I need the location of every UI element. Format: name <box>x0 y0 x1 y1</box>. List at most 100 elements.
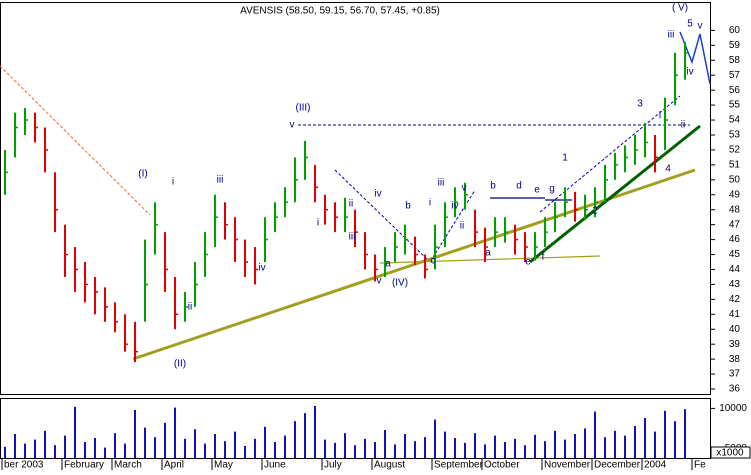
price-bar <box>434 224 438 270</box>
y-tick-label: 38 <box>729 354 741 365</box>
price-bar <box>114 302 118 333</box>
price-bar <box>404 224 408 255</box>
price-bar <box>174 276 178 330</box>
volume-bar <box>394 444 396 458</box>
price-bar <box>204 232 208 277</box>
volume-bar <box>434 419 436 458</box>
wave-label: v <box>698 21 703 32</box>
price-bar <box>594 187 598 218</box>
volume-bar <box>314 406 316 458</box>
price-bar <box>64 224 68 277</box>
volume-bar <box>584 428 586 458</box>
volume-bar <box>24 443 26 458</box>
trend-line <box>529 124 701 264</box>
price-bar <box>194 262 198 307</box>
y-tick-label: 43 <box>729 279 741 290</box>
price-bar <box>364 232 368 270</box>
volume-bar <box>104 447 106 458</box>
volume-bar <box>244 446 246 458</box>
wave-label: e <box>534 185 540 196</box>
price-bar <box>674 52 678 106</box>
volume-bar <box>174 407 176 458</box>
volume-bar <box>464 442 466 458</box>
price-bar <box>544 217 548 248</box>
volume-bar <box>54 445 56 458</box>
volume-bar <box>224 441 226 458</box>
volume-bar <box>264 426 266 458</box>
x-tick-label: August <box>374 460 405 470</box>
volume-bar <box>214 434 216 458</box>
volume-bar <box>594 411 596 458</box>
y-tick-label: 49 <box>729 189 741 200</box>
wave-label: d <box>516 181 522 192</box>
volume-bar <box>284 435 286 458</box>
price-bar <box>414 236 418 265</box>
y-tick-label: 50 <box>729 174 741 185</box>
price-bar <box>224 202 228 240</box>
volume-bar <box>444 431 446 458</box>
price-bar <box>94 276 98 315</box>
y-tick-label: 45 <box>729 249 741 260</box>
wave-label: ii <box>460 221 464 232</box>
price-bar <box>254 247 258 285</box>
y-tick-label: 41 <box>729 309 741 320</box>
price-bar <box>464 182 468 210</box>
volume-bar <box>684 409 686 458</box>
volume-bar <box>374 442 376 458</box>
wave-label: iii <box>217 175 224 186</box>
price-bar <box>664 97 668 150</box>
volume-bar <box>14 434 16 458</box>
price-bar <box>164 232 168 292</box>
price-bar <box>394 232 398 263</box>
volume-bar <box>484 444 486 458</box>
price-bar <box>584 194 588 221</box>
volume-bar <box>424 437 426 458</box>
wave-label: g <box>549 184 555 195</box>
volume-bar <box>324 439 326 458</box>
volume-bar <box>64 435 66 458</box>
price-bar <box>624 145 628 173</box>
y-tick-label: 60 <box>729 25 741 36</box>
y-tick-label: 54 <box>729 115 741 126</box>
volume-bar <box>524 445 526 458</box>
volume-bar <box>344 433 346 458</box>
price-bar <box>184 291 188 322</box>
wave-label: c <box>431 256 436 267</box>
price-bar <box>454 187 458 218</box>
y-tick-label: 46 <box>729 234 741 245</box>
wave-label: ii <box>188 302 192 313</box>
price-bar <box>654 134 658 173</box>
price-bar <box>264 217 268 263</box>
volume-bar <box>204 443 206 458</box>
wave-label: b <box>490 181 496 192</box>
wave-label: (III) <box>296 103 311 114</box>
price-bar <box>474 209 478 248</box>
wave-label: 3 <box>637 99 643 110</box>
volume-bar <box>144 427 146 458</box>
volume-bar <box>624 435 626 458</box>
y-tick-label: 39 <box>729 339 741 350</box>
volume-bar <box>454 438 456 458</box>
wave-label: i <box>659 111 661 122</box>
price-bar <box>374 254 378 282</box>
volume-bar <box>134 410 136 458</box>
volume-bar <box>334 442 336 458</box>
wave-label: b <box>405 201 411 212</box>
y-tick-label: 57 <box>729 70 741 81</box>
wave-label: iii <box>668 30 675 41</box>
price-bar <box>634 134 638 165</box>
price-bar <box>614 152 618 180</box>
y-tick-label: 47 <box>729 219 741 230</box>
price-bar <box>244 239 248 277</box>
x-tick-label: November <box>544 460 591 470</box>
wave-label: i <box>172 177 174 188</box>
volume-unit-label: x1000 <box>716 448 744 459</box>
y-tick-label: 55 <box>729 100 741 111</box>
wave-label: v <box>290 120 295 131</box>
volume-bar <box>514 438 516 458</box>
y-tick-label: 56 <box>729 85 741 96</box>
price-bar <box>124 314 128 352</box>
wave-label: ( V) <box>672 3 688 14</box>
volume-panel <box>0 398 711 459</box>
